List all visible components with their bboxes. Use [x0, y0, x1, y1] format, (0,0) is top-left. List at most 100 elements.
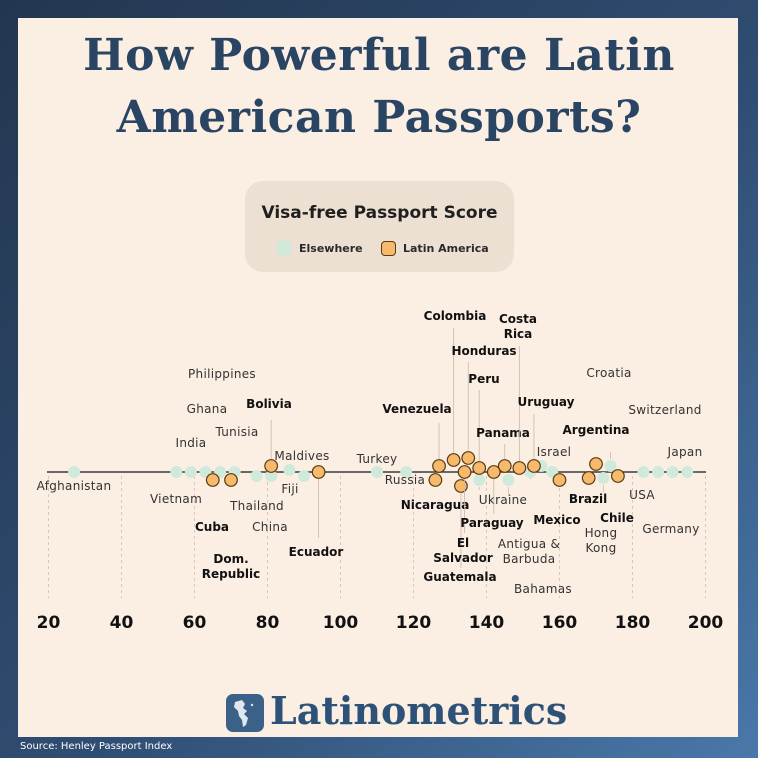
- x-tick-label-160: 160: [542, 613, 578, 633]
- label-vietnam: Vietnam: [150, 492, 202, 506]
- label-turkey: Turkey: [356, 452, 398, 466]
- label-nicaragua: Nicaragua: [401, 498, 470, 512]
- legend-title: Visa-free Passport Score: [261, 203, 498, 223]
- point-colombia: [446, 453, 461, 467]
- point-bolivia: [264, 459, 279, 473]
- label-venezuela: Venezuela: [382, 402, 451, 416]
- label-costa-rica-2: Rica: [504, 327, 533, 341]
- label-ecuador: Ecuador: [289, 545, 344, 559]
- x-tick-label-120: 120: [396, 613, 432, 633]
- point-venezuela: [432, 459, 446, 473]
- point-ecuador: [311, 465, 326, 479]
- label-philippines: Philippines: [188, 367, 256, 381]
- point-china: [250, 470, 263, 482]
- label-hong-kong-2: Kong: [585, 541, 616, 555]
- label-antigua-barbuda-2: Barbuda: [503, 552, 556, 566]
- point-peru: [472, 461, 487, 475]
- label-honduras: Honduras: [451, 344, 516, 358]
- label-india: India: [176, 436, 207, 450]
- point-honduras: [461, 451, 476, 465]
- point-thailand: [265, 470, 278, 482]
- legend-elsewhere-swatch: [277, 241, 291, 255]
- point-brazil: [581, 471, 596, 485]
- point-usa: [637, 466, 650, 478]
- point-cuba: [205, 473, 220, 487]
- label-russia: Russia: [385, 473, 425, 487]
- label-tunisia: Tunisia: [214, 425, 258, 439]
- point-maldives: [283, 464, 296, 476]
- legend-elsewhere-label: Elsewhere: [299, 242, 363, 255]
- source-note: Source: Henley Passport Index: [20, 741, 173, 752]
- x-tick-label-140: 140: [469, 613, 505, 633]
- label-guatemala: Guatemala: [423, 570, 496, 584]
- label-china: China: [252, 520, 288, 534]
- x-tick-label-100: 100: [323, 613, 359, 633]
- legend: Visa-free Passport Score Elsewhere Latin…: [245, 181, 514, 272]
- background-panel: [18, 18, 738, 737]
- label-mexico: Mexico: [533, 513, 580, 527]
- point-vietnam: [170, 466, 183, 478]
- label-el-salvador-2: Salvador: [433, 551, 493, 565]
- label-costa-rica-1: Costa: [499, 312, 537, 326]
- legend-latin-america-swatch: [381, 241, 396, 256]
- label-croatia: Croatia: [586, 366, 631, 380]
- label-dom-republic-2: Republic: [202, 567, 260, 581]
- point-guatemala: [454, 479, 468, 493]
- point-russia: [400, 466, 413, 478]
- label-panama: Panama: [476, 426, 530, 440]
- point-antigua-barbuda: [502, 474, 515, 486]
- brand-name: Latinometrics: [270, 688, 568, 733]
- point-switzerland: [666, 466, 679, 478]
- point-turkey: [371, 466, 383, 478]
- label-usa: USA: [629, 488, 655, 502]
- point-uruguay: [527, 459, 541, 473]
- point-panama: [497, 459, 512, 473]
- point-dom-republic: [224, 473, 238, 487]
- point-germany: [652, 466, 665, 478]
- point-mexico: [552, 473, 567, 487]
- label-israel: Israel: [537, 445, 572, 459]
- label-fiji: Fiji: [281, 482, 298, 496]
- point-japan: [681, 466, 694, 478]
- point-argentina: [589, 457, 603, 471]
- label-japan: Japan: [667, 445, 703, 459]
- x-tick-label-180: 180: [615, 613, 651, 633]
- label-ghana: Ghana: [187, 402, 228, 416]
- point-nicaragua: [428, 473, 443, 487]
- label-ukraine: Ukraine: [479, 493, 527, 507]
- label-thailand: Thailand: [229, 499, 284, 513]
- label-cuba: Cuba: [195, 520, 229, 534]
- label-argentina: Argentina: [563, 423, 630, 437]
- point-hong-kong: [597, 472, 610, 484]
- point-el-salvador: [457, 465, 472, 479]
- label-peru: Peru: [468, 372, 499, 386]
- x-tick-label-200: 200: [688, 613, 724, 633]
- x-tick-label-60: 60: [183, 613, 207, 633]
- label-bahamas: Bahamas: [514, 582, 572, 596]
- logo-map-shape: [234, 700, 254, 727]
- page-title-line2: American Passports?: [116, 92, 642, 143]
- point-india: [184, 466, 197, 478]
- page-title-line1: How Powerful are Latin: [83, 30, 675, 81]
- label-maldives: Maldives: [274, 449, 329, 463]
- point-paraguay: [486, 465, 501, 479]
- label-paraguay: Paraguay: [460, 516, 523, 530]
- label-el-salvador-1: El: [457, 536, 469, 550]
- point-afghanistan: [68, 466, 81, 478]
- label-colombia: Colombia: [424, 309, 487, 323]
- label-hong-kong-1: Hong: [585, 526, 618, 540]
- label-bolivia: Bolivia: [246, 397, 292, 411]
- label-dom-republic-1: Dom.: [213, 552, 248, 566]
- americas-map-icon: [226, 694, 264, 732]
- label-antigua-barbuda-1: Antigua &: [498, 537, 560, 551]
- label-brazil: Brazil: [569, 492, 607, 506]
- label-chile: Chile: [600, 511, 634, 525]
- x-tick-label-20: 20: [37, 613, 61, 633]
- point-croatia: [604, 460, 617, 472]
- x-tick-label-80: 80: [256, 613, 280, 633]
- legend-latin-america-label: Latin America: [403, 242, 489, 255]
- label-afghanistan: Afghanistan: [37, 479, 112, 493]
- label-germany: Germany: [642, 522, 699, 536]
- point-costa-rica: [512, 461, 527, 475]
